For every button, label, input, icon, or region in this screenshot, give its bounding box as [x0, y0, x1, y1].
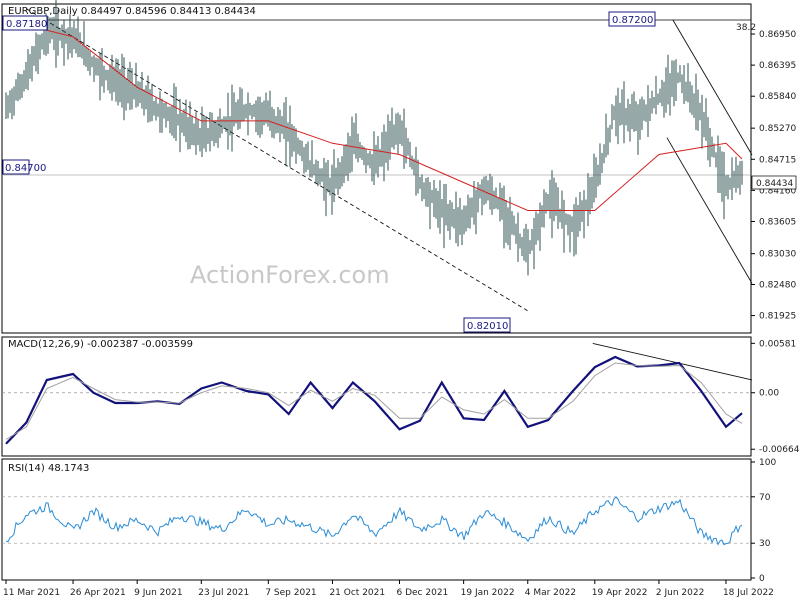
x-tick-label: 7 Sep 2021 — [265, 588, 316, 598]
price-y-tick-label: 0.86395 — [759, 61, 796, 71]
x-axis: 11 Mar 2021 26 Apr 2021 9 Jun 2021 23 Jul 2… — [3, 580, 774, 598]
x-tick-label: 19 Jan 2022 — [461, 588, 515, 598]
macd-y-tick-label: 0.00581 — [759, 339, 796, 349]
x-tick-label: 18 Jul 2022 — [723, 588, 774, 598]
moving-average-line — [5, 19, 743, 211]
price-header: EURGBP,Daily 0.84497 0.84596 0.84413 0.8… — [8, 6, 256, 17]
macd-line — [5, 355, 743, 445]
x-tick-label: 21 Oct 2021 — [329, 588, 385, 598]
annotation-high-left-text: 0.87180 — [6, 19, 47, 30]
price-y-tick-label: 0.85270 — [759, 124, 796, 134]
price-y-tick-label: 0.83030 — [759, 250, 796, 260]
price-y-tick-label: 0.81925 — [759, 312, 796, 322]
price-y-tick-label: 0.82480 — [759, 280, 796, 290]
price-y-tick-label: 0.85840 — [759, 92, 796, 102]
annotation-high-left: 0.87180 — [2, 15, 48, 31]
rsi-y-axis: 100 70 30 0 — [751, 458, 776, 584]
price-pane — [1, 3, 752, 334]
annotation-left-level-box — [2, 159, 30, 175]
macd-trendline — [592, 342, 753, 381]
price-y-axis: 0.86950 0.86395 0.85840 0.85270 0.84715 0.841… — [751, 30, 796, 322]
current-price-box — [751, 175, 797, 190]
channel-lower-line — [666, 137, 753, 284]
watermark: ActionForex.com — [190, 261, 390, 289]
macd-y-tick-label: 0.00 — [759, 389, 779, 399]
x-tick-label: 9 Jun 2021 — [134, 588, 182, 598]
annotation-high-right-box — [608, 11, 656, 27]
price-y-tick-label: 0.84715 — [759, 155, 796, 165]
current-price-tag: 0.84434 — [751, 175, 797, 190]
rsi-y-tick-label: 70 — [759, 493, 771, 503]
macd-signal-line — [5, 362, 743, 440]
annotation-left-level-text: 0.84700 — [5, 163, 46, 174]
macd-header: MACD(12,26,9) -0.002387 -0.003599 — [8, 339, 193, 350]
x-tick-label: 23 Jul 2021 — [198, 588, 249, 598]
x-tick-label: 19 Apr 2022 — [592, 588, 648, 598]
rsi-y-tick-label: 30 — [759, 539, 771, 549]
annotation-low-mid-box — [463, 317, 511, 333]
macd-layer — [2, 342, 753, 445]
annotation-left-level: 0.84700 — [2, 159, 46, 175]
price-layer — [2, 0, 753, 312]
rsi-header: RSI(14) 48.1743 — [8, 463, 89, 474]
x-tick-label: 26 Apr 2021 — [70, 588, 126, 598]
rsi-layer — [2, 496, 751, 546]
macd-pane — [1, 336, 752, 457]
annotation-high-right: 0.87200 — [608, 11, 656, 27]
x-tick-label: 2 Jun 2022 — [656, 588, 704, 598]
rsi-pane — [1, 458, 752, 581]
annotation-low-mid: 0.82010 — [463, 317, 511, 333]
rsi-line — [5, 496, 743, 546]
x-tick-label: 6 Dec 2021 — [397, 588, 449, 598]
channel-upper-line — [672, 19, 753, 156]
price-y-tick-label: 0.84160 — [759, 186, 796, 196]
x-tick-label: 4 Mar 2022 — [525, 588, 576, 598]
current-price-text: 0.84434 — [756, 179, 793, 189]
annotation-high-left-box — [2, 15, 48, 31]
rsi-y-tick-label: 100 — [759, 458, 776, 468]
rsi-y-tick-label: 0 — [759, 574, 765, 584]
annotation-high-right-text: 0.87200 — [612, 15, 653, 26]
x-tick-label: 11 Mar 2021 — [3, 588, 60, 598]
annotation-low-mid-text: 0.82010 — [467, 321, 508, 332]
price-y-tick-label: 0.83605 — [759, 217, 796, 227]
fib-label: 38.2 — [736, 23, 756, 33]
price-y-tick-label: 0.86950 — [759, 30, 796, 40]
